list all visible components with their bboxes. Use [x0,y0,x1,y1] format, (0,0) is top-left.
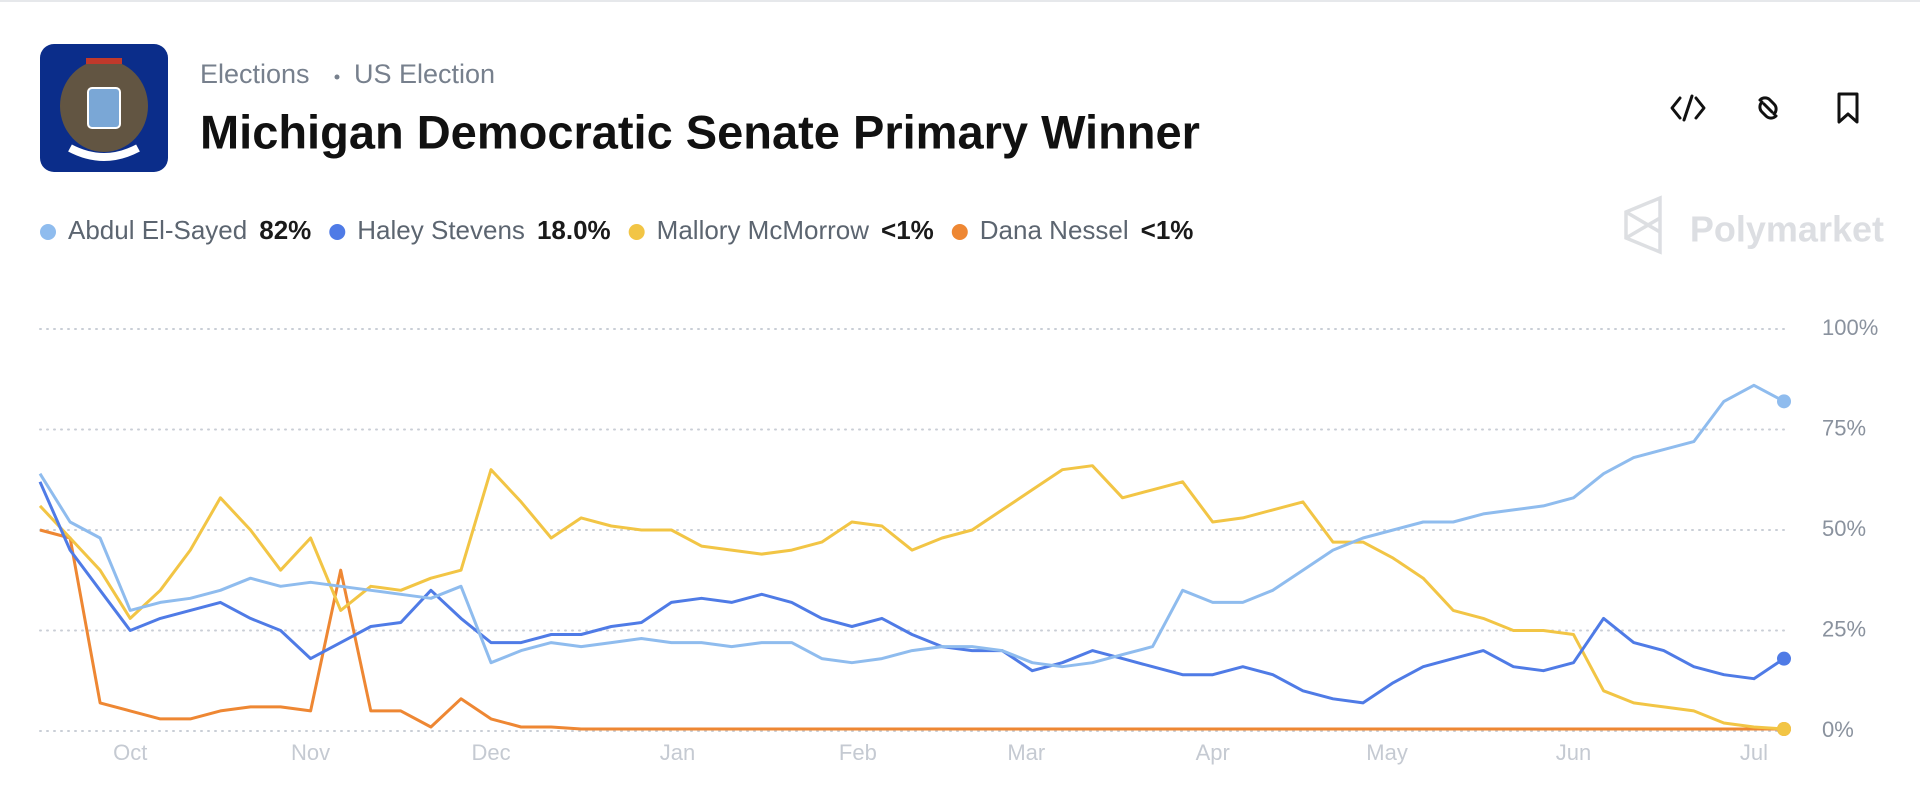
watermark-text: Polymarket [1690,209,1884,250]
legend-dot [40,224,56,240]
series-line [38,383,1785,669]
y-tick-label: 50% [1822,516,1866,541]
copy-link-button[interactable] [1758,96,1778,120]
series-line [38,464,1785,731]
legend-name: Abdul El-Sayed [68,215,247,245]
series-end-dot [1777,721,1791,736]
breadcrumb-separator [334,74,340,80]
legend-dot [628,224,645,240]
y-tick-label: 75% [1822,415,1866,440]
x-tick-label: Mar [1007,740,1045,765]
x-tick-label: May [1366,740,1408,765]
embed-button[interactable] [1670,94,1706,122]
x-tick-label: Jul [1740,740,1768,765]
breadcrumb-category[interactable]: Elections [200,59,310,89]
legend-value: 18.0% [537,215,611,245]
plot: 0% 25% 50% 75% 100% Oct Nov Dec Jan Feb Mar Apr May J… [38,315,1878,765]
legend: Abdul El-Sayed 82% Haley Stevens 18.0% Mallo… [40,215,1193,245]
series-end-dot [1777,651,1791,666]
x-tick-label: Nov [291,740,330,765]
y-tick-label: 100% [1822,315,1878,340]
y-tick-label: 0% [1822,717,1854,742]
series-line [38,481,1785,705]
series-line [39,528,1784,731]
market-title: Michigan Democratic Senate Primary Winne… [200,105,1200,158]
x-tick-label: Dec [471,740,510,765]
y-tick-label: 25% [1822,616,1866,641]
x-tick-label: Jan [660,740,695,765]
legend-name: Dana Nessel [980,215,1129,245]
legend-name: Haley Stevens [357,215,525,245]
legend-value: 82% [259,215,311,245]
breadcrumb-subcategory[interactable]: US Election [354,59,495,89]
bookmark-button[interactable] [1837,92,1859,124]
legend-dot [329,224,346,240]
x-tick-label: Oct [113,740,147,765]
market-icon [40,44,168,172]
x-tick-label: Feb [839,740,877,765]
legend-dot [951,224,968,240]
x-tick-label: Apr [1196,740,1230,765]
legend-value: <1% [1141,215,1194,245]
x-tick-label: Jun [1556,740,1591,765]
legend-name: Mallory McMorrow [657,215,870,245]
legend-value: <1% [881,215,934,245]
watermark: Polymarket [1624,195,1884,255]
series-end-dot [1777,394,1791,409]
